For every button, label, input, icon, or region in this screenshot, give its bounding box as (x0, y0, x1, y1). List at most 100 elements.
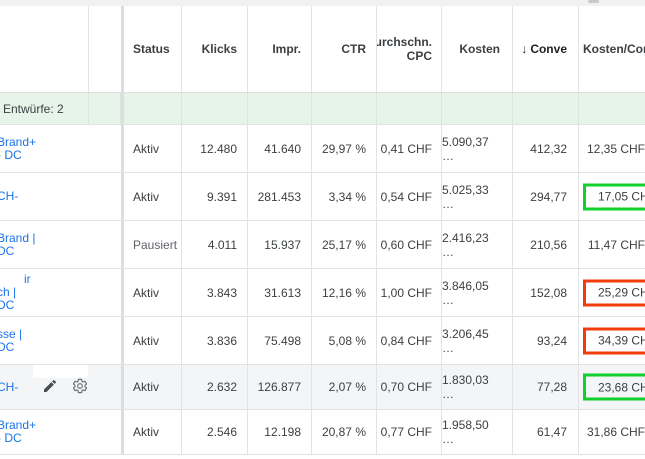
row-gutter (89, 269, 121, 316)
frozen-column-divider (121, 6, 124, 92)
cpc-cell: 1,00 CHF (377, 269, 442, 316)
green-highlight-box: 23,68 CHF (583, 373, 645, 401)
header-kosten-conv[interactable]: Kosten/Conv. (579, 6, 645, 92)
frozen-column-divider (121, 365, 124, 409)
frozen-column-divider (121, 269, 124, 316)
status-cell: Aktiv (124, 269, 182, 316)
row-gutter (89, 173, 121, 220)
header-conversions-sorted[interactable]: ↓ Conve (513, 6, 579, 92)
kosten-cell: 1.830,03 … (442, 365, 513, 409)
campaign-name-cell: Brand+- DC (0, 410, 89, 454)
summary-empty-cell (442, 93, 513, 124)
ctr-cell: 3,34 % (312, 173, 377, 220)
table-row: Brand+- DC Aktiv 2.546 12.198 20,87 % 0,… (0, 410, 645, 455)
summary-gutter (89, 93, 121, 124)
row-gutter (89, 365, 121, 409)
kosten-cell: 5.025,33 … (442, 173, 513, 220)
kosten-conv-cell: 11,47 CHF (587, 237, 645, 252)
klicks-cell: 2.546 (182, 410, 248, 454)
kosten-conv-cell: 34,39 CHF (579, 317, 645, 364)
impr-cell: 126.877 (248, 365, 312, 409)
header-ctr[interactable]: CTR (312, 6, 377, 92)
conversions-cell: 152,08 (513, 269, 579, 316)
frozen-column-divider (121, 125, 124, 172)
top-scroll-strip (0, 0, 645, 6)
conversions-cell: 210,56 (513, 221, 579, 268)
campaign-link[interactable]: sse |DC (0, 326, 23, 354)
frozen-column-divider (121, 173, 124, 220)
summary-empty-cell (579, 93, 645, 124)
summary-empty-cell (312, 93, 377, 124)
campaign-name-cell: CH- (0, 173, 89, 220)
table-row: Brand |DC Pausiert 4.011 15.937 25,17 % … (0, 221, 645, 269)
scrollbar-fragment[interactable] (588, 0, 599, 3)
edit-pencil-icon[interactable] (42, 378, 60, 396)
table-row-hovered: CH- Aktiv 2.632 126.877 2,07 % 0,70 CHF … (0, 365, 645, 410)
sort-desc-icon: ↓ (521, 42, 528, 56)
campaign-table: Status Klicks Impr. CTR Durchschn. CPC K… (0, 6, 645, 455)
status-cell: Aktiv (124, 317, 182, 364)
impr-cell: 281.453 (248, 173, 312, 220)
campaign-link[interactable]: Brand+- DC (0, 418, 37, 445)
campaign-name-cell: Brand+- DC (0, 125, 89, 172)
green-highlight-box: 17,05 CHF (583, 183, 645, 210)
kosten-cell: 3.846,05 … (442, 269, 513, 316)
campaign-link[interactable]: Brand |DC (0, 230, 36, 258)
header-kosten-conv-label: Kosten/Conv. (583, 42, 645, 56)
row-gutter (89, 221, 121, 268)
impr-cell: 41.640 (248, 125, 312, 172)
summary-empty-cell (248, 93, 312, 124)
conversions-cell: 61,47 (513, 410, 579, 454)
header-klicks-label: Klicks (201, 42, 237, 56)
kosten-cell: 5.090,37 … (442, 125, 513, 172)
ctr-cell: 25,17 % (312, 221, 377, 268)
row-gutter (89, 317, 121, 364)
summary-empty-cell (124, 93, 182, 124)
frozen-column-divider (121, 317, 124, 364)
ctr-cell: 20,87 % (312, 410, 377, 454)
header-conversions-label: ↓ Conve (521, 42, 567, 56)
summary-empty-cell (513, 93, 579, 124)
header-impr-label: Impr. (272, 42, 301, 56)
klicks-cell: 2.632 (182, 365, 248, 409)
frozen-column-divider (121, 410, 124, 454)
kosten-conv-cell: 17,05 CHF (579, 173, 645, 220)
cpc-cell: 0,70 CHF (377, 365, 442, 409)
kosten-conv-cell: 31,86 CHF (586, 425, 645, 439)
row-gutter (89, 410, 121, 454)
campaign-link[interactable]: CH- (0, 189, 19, 203)
header-impr[interactable]: Impr. (248, 6, 312, 92)
hover-toolbar-patch (33, 365, 88, 378)
cpc-cell: 0,41 CHF (377, 125, 442, 172)
impr-cell: 15.937 (248, 221, 312, 268)
campaign-link[interactable]: Brand+- DC (0, 134, 37, 162)
klicks-cell: 3.836 (182, 317, 248, 364)
header-avg-cpc[interactable]: Durchschn. CPC (377, 6, 442, 92)
row-gutter (89, 125, 121, 172)
red-highlight-box: 34,39 CHF (583, 327, 645, 354)
campaign-name-cell: Brand |DC (0, 221, 89, 268)
header-status[interactable]: Status (124, 6, 182, 92)
campaign-link[interactable]: CH- (0, 379, 19, 394)
ctr-cell: 12,16 % (312, 269, 377, 316)
kosten-cell: 3.206,45 … (442, 317, 513, 364)
klicks-cell: 4.011 (182, 221, 248, 268)
table-row: Brand+- DC Aktiv 12.480 41.640 29,97 % 0… (0, 125, 645, 173)
campaign-name-cell: CH- (0, 365, 89, 409)
settings-gear-icon[interactable] (72, 378, 88, 396)
status-cell: Aktiv (124, 173, 182, 220)
status-cell: Aktiv (124, 365, 182, 409)
cpc-cell: 0,54 CHF (377, 173, 442, 220)
header-kosten[interactable]: Kosten (442, 6, 513, 92)
header-klicks[interactable]: Klicks (182, 6, 248, 92)
summary-empty-cell (182, 93, 248, 124)
table-row: CH- Aktiv 9.391 281.453 3,34 % 0,54 CHF … (0, 173, 645, 221)
header-avg-cpc-label: Durchschn. CPC (377, 35, 432, 63)
conversions-cell: 294,77 (513, 173, 579, 220)
header-kosten-label: Kosten (459, 42, 500, 56)
klicks-cell: 3.843 (182, 269, 248, 316)
impr-cell: 12.198 (248, 410, 312, 454)
drafts-count-label[interactable]: Entwürfe: 2 (3, 101, 64, 116)
campaign-link[interactable]: irch |DC (0, 272, 31, 312)
drafts-summary-row: Entwürfe: 2 (0, 93, 645, 125)
